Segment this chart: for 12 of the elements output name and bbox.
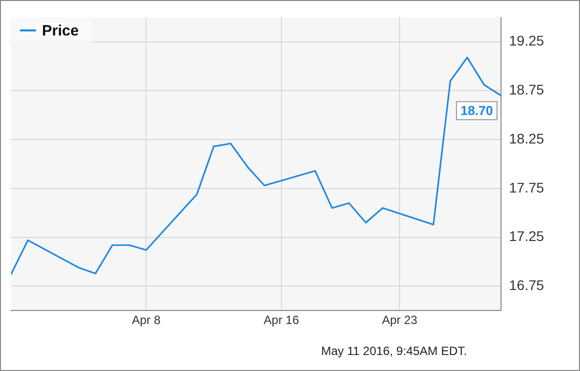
x-tick-label: Apr 8 [132, 313, 161, 328]
y-tick-label: 16.75 [509, 277, 544, 294]
x-tick-label: Apr 23 [382, 313, 418, 328]
y-tick-label: 17.75 [509, 179, 544, 196]
data-label: 18.70 [460, 103, 494, 118]
y-tick-label: 18.25 [509, 130, 544, 146]
y-tick-label: 18.75 [509, 82, 544, 98]
y-tick-label: 19.25 [509, 32, 544, 49]
y-tick-label: 17.25 [509, 228, 544, 244]
text: May 11 2016, 9:45AM EDT. [321, 344, 467, 358]
x-tick-label: Apr 16 [264, 313, 300, 328]
legend-label: Price [42, 22, 79, 40]
